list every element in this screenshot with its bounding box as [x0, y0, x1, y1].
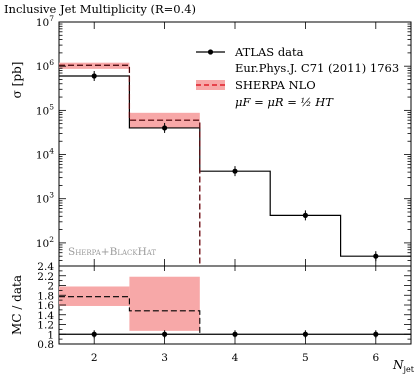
upper-y-tick-base: 10 [36, 17, 49, 29]
legend-sherpa-band [196, 80, 225, 90]
x-ticks: 2 3 4 5 6 [91, 22, 379, 364]
lower-y-tick-label: 2 [47, 281, 54, 293]
legend-data-marker [207, 49, 214, 55]
upper-y-tick-label: 105 [36, 102, 54, 117]
lower-y-tick-label: 2.4 [37, 261, 54, 273]
lower-y-tick-label: 2.2 [37, 271, 54, 283]
upper-data-point [91, 73, 97, 79]
x-tick-label: 4 [232, 352, 239, 364]
upper-data-point [232, 168, 238, 174]
upper-y-tick-label: 103 [36, 191, 54, 206]
lower-y-tick-label: 1.6 [37, 300, 54, 312]
x-axis-label: Njet [392, 358, 414, 374]
lower-y-tick-label: 0.8 [37, 339, 54, 351]
upper-y-tick-base: 10 [36, 61, 49, 73]
upper-y-tick-label: 102 [36, 235, 54, 250]
upper-data-points [91, 70, 379, 262]
lower-data-point [373, 331, 379, 337]
upper-y-tick-exponent: 5 [49, 102, 54, 111]
x-tick-label: 6 [372, 352, 379, 364]
generator-label: Sherpa+BlackHat [68, 246, 156, 258]
upper-y-tick-base: 10 [36, 194, 49, 206]
lower-data-point [232, 331, 238, 337]
legend-reference: Eur.Phys.J. C71 (2011) 1763 [235, 61, 399, 75]
legend-data-label: ATLAS data [234, 45, 304, 59]
upper-data-point [373, 253, 379, 259]
upper-y-tick-exponent: 2 [49, 235, 54, 244]
upper-y-tick-base: 10 [36, 238, 49, 250]
lower-y-tick-label: 1.8 [37, 290, 54, 302]
lower-data-point [302, 331, 308, 337]
lower-sherpa-band-layer [59, 276, 200, 331]
lower-data-point [162, 331, 168, 337]
legend-scale-note: μF = μR = ½ HT [235, 95, 334, 109]
lower-y-ticks: 0.811.21.41.61.822.22.4 [37, 261, 411, 351]
upper-y-tick-exponent: 7 [49, 14, 54, 23]
upper-sherpa-band-layer [59, 62, 200, 128]
upper-y-tick-label: 107 [36, 14, 54, 29]
x-tick-label: 2 [91, 352, 98, 364]
lower-y-tick-label: 1.4 [37, 310, 54, 322]
upper-y-tick-label: 106 [36, 58, 54, 73]
lower-sherpa-step [59, 296, 201, 335]
lower-data-point [91, 331, 97, 337]
lower-sherpa-band [59, 286, 130, 306]
lower-data-points [91, 330, 379, 339]
upper-y-tick-exponent: 4 [49, 147, 54, 156]
upper-y-axis-label: σ [pb] [10, 62, 24, 99]
legend-sherpa-label: SHERPA NLO [235, 78, 316, 92]
upper-y-tick-label: 104 [36, 147, 54, 162]
lower-y-tick-label: 1 [47, 329, 54, 341]
legend-sherpa-name: SHERPA NLO [235, 78, 316, 92]
upper-data-point [162, 125, 168, 131]
x-axis-label-main: N [392, 358, 404, 372]
upper-sherpa-step-overlay [59, 64, 201, 266]
lower-y-tick-label: 1.2 [37, 320, 54, 332]
upper-sherpa-band [129, 112, 200, 128]
upper-data-point [302, 212, 308, 218]
x-tick-label: 5 [302, 352, 309, 364]
x-tick-label: 3 [161, 352, 168, 364]
lower-sherpa-band [129, 276, 200, 331]
upper-sherpa-band [59, 62, 130, 69]
lower-y-axis-label: MC / data [10, 275, 24, 335]
chart-title: Inclusive Jet Multiplicity (R=0.4) [4, 2, 196, 16]
x-axis-label-sub: jet [403, 365, 414, 374]
upper-y-tick-exponent: 3 [49, 191, 54, 200]
upper-y-tick-exponent: 6 [49, 58, 54, 67]
legend: ATLAS data Eur.Phys.J. C71 (2011) 1763 S… [196, 45, 399, 109]
upper-y-tick-base: 10 [36, 105, 49, 117]
upper-y-tick-base: 10 [36, 150, 49, 162]
